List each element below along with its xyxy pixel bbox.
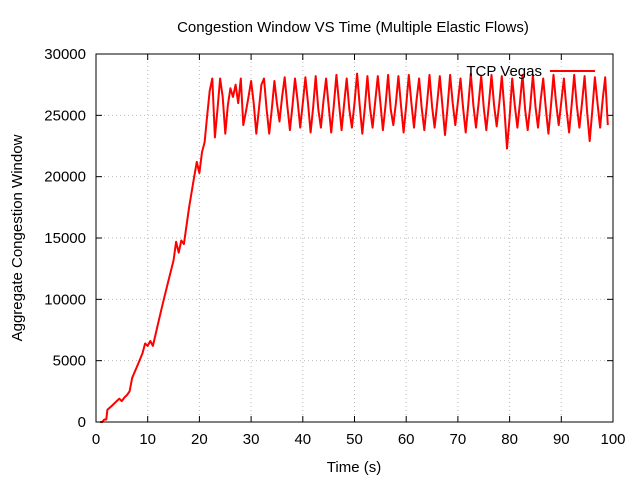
x-tick-label: 10: [139, 431, 156, 448]
x-axis-label: Time (s): [327, 459, 381, 476]
x-tick-label: 0: [92, 431, 100, 448]
x-tick-label: 50: [346, 431, 363, 448]
x-tick-label: 100: [600, 431, 625, 448]
y-tick-label: 10000: [44, 291, 86, 308]
series-layer: [100, 72, 609, 423]
y-tick-label: 15000: [44, 230, 86, 247]
x-tick-label: 60: [398, 431, 415, 448]
axis-ticks: 0 10 20 30 40 50 60 70 80 90 100 0 5000 10000 15000 200…: [44, 46, 625, 448]
grid: [96, 54, 613, 422]
series-line-tcp-vegas: [100, 72, 609, 423]
x-tick-label: 90: [553, 431, 570, 448]
x-tick-label: 20: [191, 431, 208, 448]
y-tick-label: 5000: [53, 353, 86, 370]
legend: TCP Vegas: [466, 63, 595, 80]
y-tick-label: 20000: [44, 169, 86, 186]
x-tick-label: 40: [294, 431, 311, 448]
plot-frame: [95, 53, 614, 423]
y-axis-label: Aggregate Congestion Window: [9, 134, 26, 341]
y-tick-label: 0: [78, 414, 86, 431]
legend-label: TCP Vegas: [466, 63, 542, 80]
x-tick-label: 70: [450, 431, 467, 448]
y-tick-label: 25000: [44, 107, 86, 124]
x-tick-label: 80: [501, 431, 518, 448]
y-tick-label: 30000: [44, 46, 86, 63]
chart-title: Congestion Window VS Time (Multiple Elas…: [177, 19, 529, 36]
x-tick-label: 30: [243, 431, 260, 448]
